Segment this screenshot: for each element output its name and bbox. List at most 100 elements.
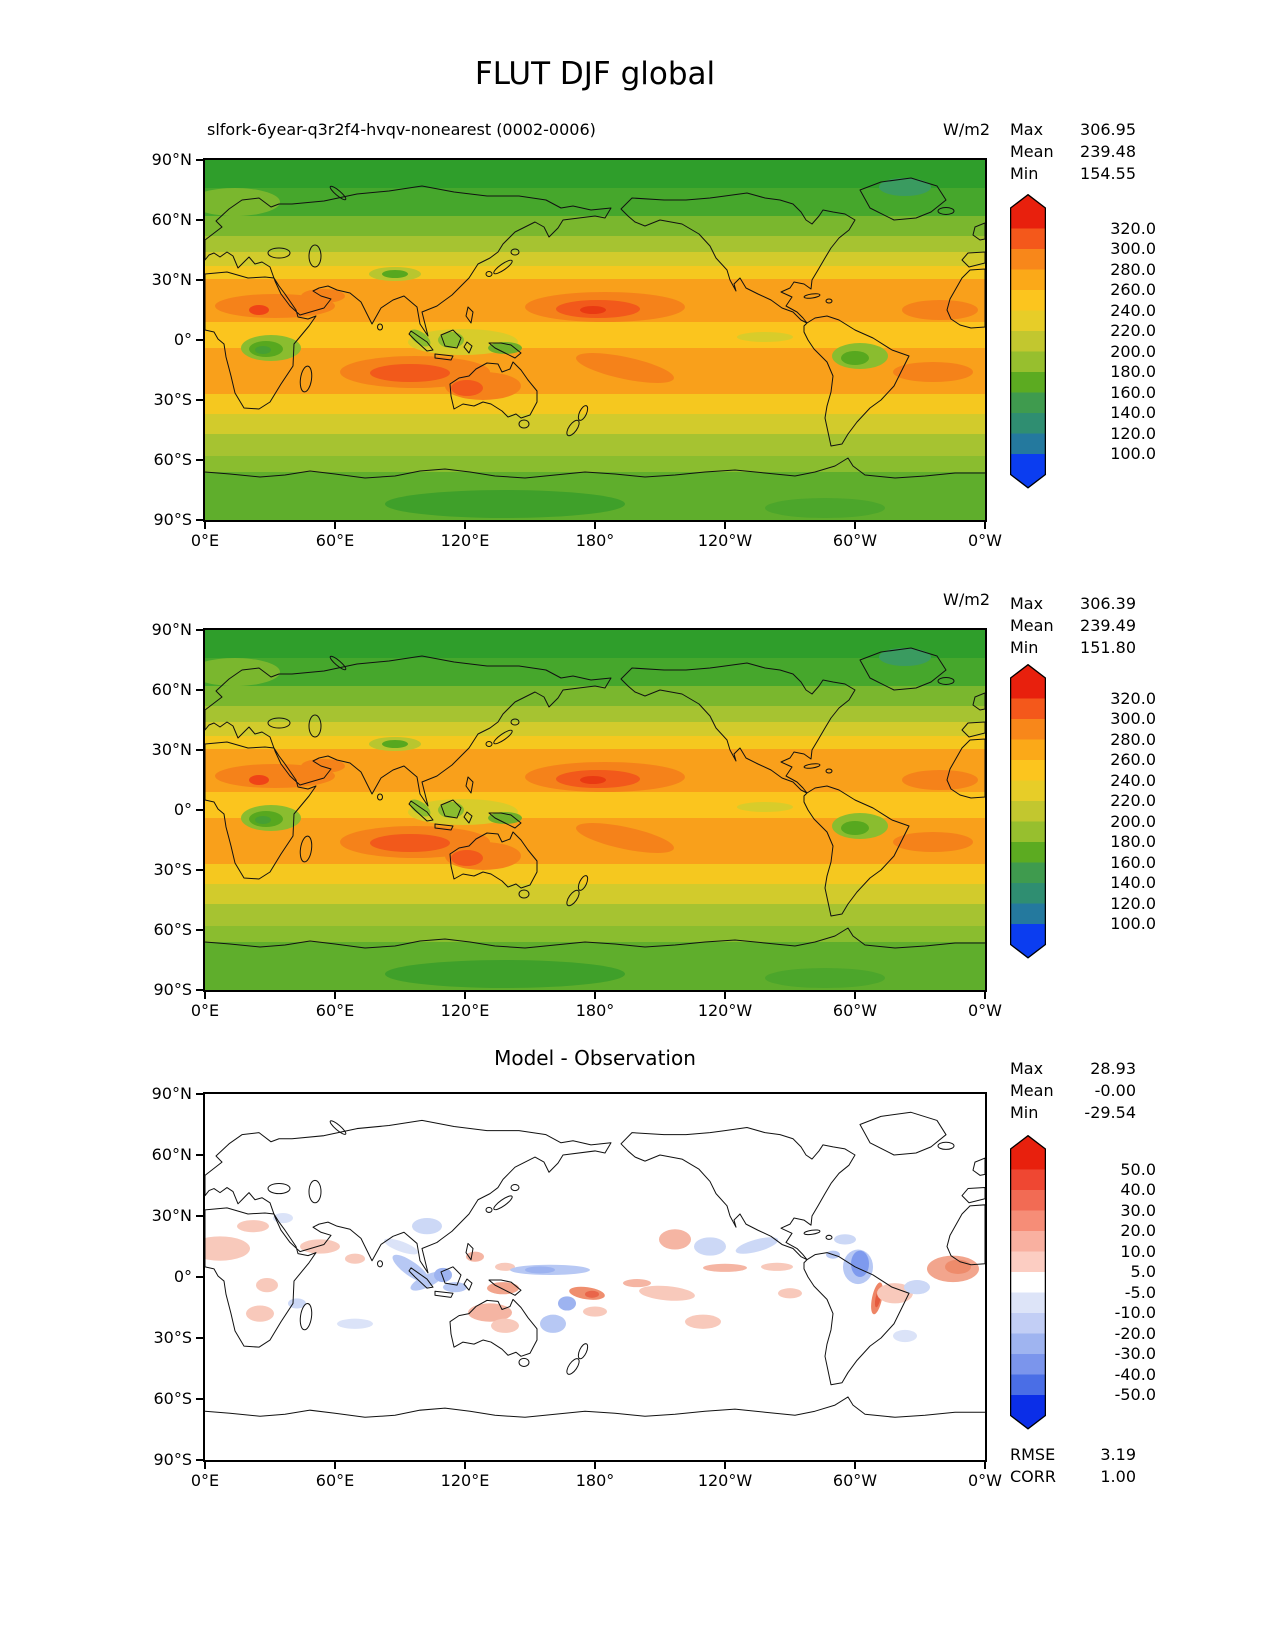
colorbar-tick-label: 30.0 bbox=[1120, 1200, 1156, 1220]
x-tick-label: 120°W bbox=[697, 1001, 753, 1020]
stat-label-rmse: RMSE bbox=[1010, 1445, 1056, 1464]
panel3-skill-scores: RMSE 3.19 CORR 1.00 bbox=[1010, 1444, 1136, 1488]
page-title: FLUT DJF global bbox=[474, 56, 716, 92]
y-tick-label: 60°N bbox=[151, 680, 192, 699]
x-tick-label: 60°W bbox=[832, 1001, 878, 1020]
stat-value-max: 306.95 bbox=[1080, 120, 1136, 139]
stat-label-max: Max bbox=[1010, 120, 1044, 139]
difference-map-svg bbox=[205, 1094, 985, 1460]
stat-value-max: 28.93 bbox=[1090, 1059, 1136, 1078]
colorbar-tick-label: 50.0 bbox=[1120, 1159, 1156, 1179]
x-tick-label: 120°E bbox=[440, 531, 490, 550]
stat-row: CORR 1.00 bbox=[1010, 1466, 1136, 1488]
stat-row: Min 154.55 bbox=[1010, 163, 1136, 185]
y-tick-label: 90°N bbox=[151, 1084, 192, 1103]
observation-map-svg bbox=[205, 630, 985, 990]
stat-label-mean: Mean bbox=[1010, 616, 1054, 635]
stat-row: Max 306.95 bbox=[1010, 119, 1136, 141]
x-tick-label: 120°E bbox=[440, 1471, 490, 1490]
stat-value-min: 154.55 bbox=[1080, 164, 1136, 183]
panel3-x-tickmarks bbox=[204, 1461, 986, 1469]
y-tick-label: 90°N bbox=[151, 620, 192, 639]
colorbar-tick-label: 5.0 bbox=[1130, 1262, 1156, 1281]
stat-value-min: -29.54 bbox=[1084, 1103, 1136, 1122]
y-tick-label: 60°S bbox=[153, 1389, 192, 1408]
x-tick-label: 60°E bbox=[315, 1471, 355, 1490]
y-tick-label: 90°S bbox=[153, 510, 192, 529]
colorbar-tick-label: 300.0 bbox=[1110, 239, 1156, 258]
stat-label-min: Min bbox=[1010, 1103, 1039, 1122]
panel1-stats: Max 306.95 Mean 239.48 Min 154.55 bbox=[1010, 119, 1136, 185]
stat-label-mean: Mean bbox=[1010, 142, 1054, 161]
y-tick-label: 30°N bbox=[151, 270, 192, 289]
y-tick-label: 90°S bbox=[153, 980, 192, 999]
x-tick-label: 0°W bbox=[968, 1001, 1002, 1020]
y-tick-label: 0° bbox=[173, 1267, 192, 1286]
colorbar-tick-label: 160.0 bbox=[1110, 382, 1156, 402]
stat-label-max: Max bbox=[1010, 594, 1044, 613]
colorbar-tick-label: -10.0 bbox=[1114, 1303, 1156, 1322]
stat-value-mean: 239.48 bbox=[1080, 142, 1136, 161]
panel3-title: Model - Observation bbox=[494, 1046, 696, 1070]
stat-row: Max 28.93 bbox=[1010, 1058, 1136, 1080]
y-tick-label: 30°S bbox=[153, 1328, 192, 1347]
colorbar-tick-label: 260.0 bbox=[1110, 750, 1156, 769]
y-tick-label: 30°S bbox=[153, 390, 192, 409]
colorbar-tick-label: 100.0 bbox=[1110, 444, 1156, 463]
map-panel-model bbox=[203, 158, 987, 522]
panel3-colorbar bbox=[1010, 1135, 1046, 1430]
colorbar-tick-label: 320.0 bbox=[1110, 688, 1156, 708]
x-tick-label: 180° bbox=[575, 1471, 615, 1490]
panel1-y-tickmarks bbox=[196, 159, 204, 522]
stat-label-min: Min bbox=[1010, 164, 1039, 183]
colorbar-tick-label: 140.0 bbox=[1110, 403, 1156, 422]
y-tick-label: 30°N bbox=[151, 740, 192, 759]
colorbar-tick-label: -40.0 bbox=[1114, 1364, 1156, 1384]
x-tick-label: 60°W bbox=[832, 531, 878, 550]
stat-value-mean: 239.49 bbox=[1080, 616, 1136, 635]
y-tick-label: 90°S bbox=[153, 1450, 192, 1469]
panel3-y-tickmarks bbox=[196, 1093, 204, 1463]
colorbar-tick-label: 240.0 bbox=[1110, 770, 1156, 790]
x-tick-label: 60°E bbox=[315, 531, 355, 550]
panel1-colorbar bbox=[1010, 194, 1046, 489]
panel2-units-label: W/m2 bbox=[943, 590, 990, 609]
stat-value-min: 151.80 bbox=[1080, 638, 1136, 657]
stat-label-mean: Mean bbox=[1010, 1081, 1054, 1100]
colorbar-tick-label: 200.0 bbox=[1110, 811, 1156, 831]
colorbar-tick-label: 300.0 bbox=[1110, 709, 1156, 728]
x-tick-label: 0°W bbox=[968, 531, 1002, 550]
stat-value-max: 306.39 bbox=[1080, 594, 1136, 613]
colorbar-tick-label: -5.0 bbox=[1124, 1282, 1156, 1302]
colorbar-tick-label: 180.0 bbox=[1110, 362, 1156, 381]
panel1-subtitle: slfork-6year-q3r2f4-hvqv-nonearest (0002… bbox=[207, 120, 596, 139]
map-panel-observation bbox=[203, 628, 987, 992]
panel2-y-tickmarks bbox=[196, 629, 204, 992]
x-tick-label: 0°E bbox=[190, 531, 220, 550]
colorbar-tick-label: -20.0 bbox=[1114, 1323, 1156, 1343]
colorbar-tick-label: 40.0 bbox=[1120, 1180, 1156, 1199]
x-tick-label: 60°E bbox=[315, 1001, 355, 1020]
y-tick-label: 90°N bbox=[151, 150, 192, 169]
colorbar-tick-label: 280.0 bbox=[1110, 729, 1156, 749]
colorbar-tick-label: 240.0 bbox=[1110, 300, 1156, 320]
stat-row: Mean 239.48 bbox=[1010, 141, 1136, 163]
x-tick-label: 0°E bbox=[190, 1471, 220, 1490]
stat-row: Min 151.80 bbox=[1010, 637, 1136, 659]
stat-row: Max 306.39 bbox=[1010, 593, 1136, 615]
colorbar-tick-label: 120.0 bbox=[1110, 423, 1156, 443]
colorbar-tick-label: 220.0 bbox=[1110, 791, 1156, 810]
stat-row: Mean 239.49 bbox=[1010, 615, 1136, 637]
colorbar-tick-label: 20.0 bbox=[1120, 1221, 1156, 1240]
stat-row: Min -29.54 bbox=[1010, 1102, 1136, 1124]
colorbar-tick-label: -50.0 bbox=[1114, 1385, 1156, 1404]
x-tick-label: 120°W bbox=[697, 531, 753, 550]
panel2-colorbar bbox=[1010, 664, 1046, 959]
x-tick-label: 120°E bbox=[440, 1001, 490, 1020]
x-tick-label: 180° bbox=[575, 1001, 615, 1020]
colorbar-tick-label: 140.0 bbox=[1110, 873, 1156, 892]
stat-label-corr: CORR bbox=[1010, 1467, 1056, 1486]
colorbar-tick-label: -30.0 bbox=[1114, 1344, 1156, 1363]
y-tick-label: 30°S bbox=[153, 860, 192, 879]
stat-row: Mean -0.00 bbox=[1010, 1080, 1136, 1102]
